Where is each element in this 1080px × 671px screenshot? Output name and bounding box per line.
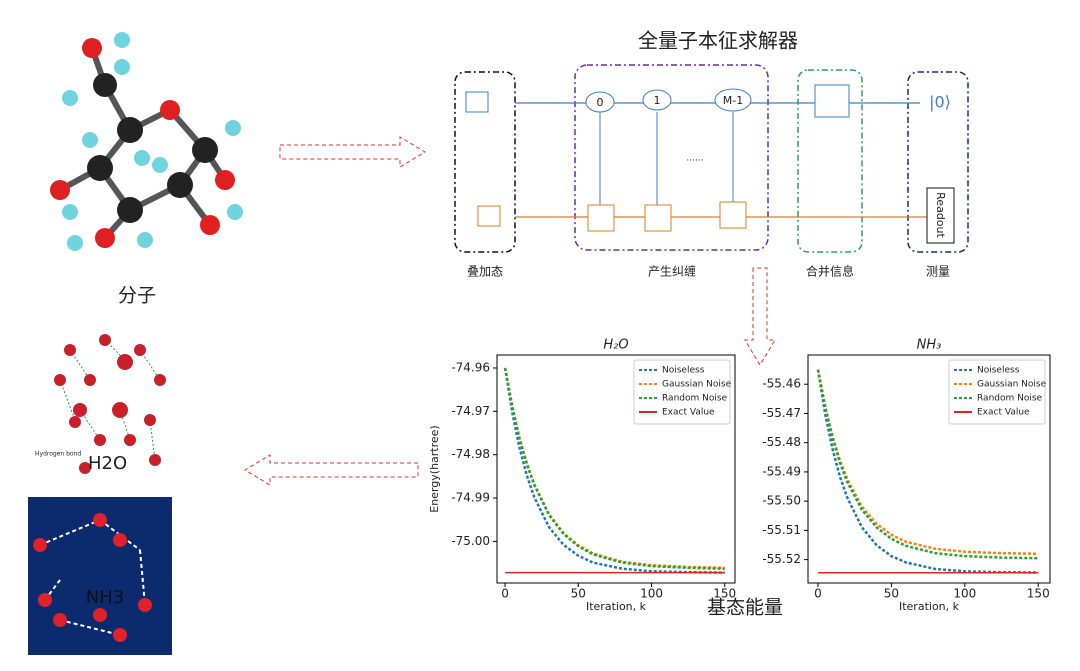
y-tick-label: -75.00: [451, 534, 490, 548]
legend-label: Random Noise: [977, 394, 1043, 404]
chart-title: H₂O: [603, 338, 628, 353]
h2o-label: H2O: [88, 453, 127, 474]
legend-label: Exact Value: [977, 408, 1030, 418]
series-line: [816, 369, 1039, 574]
legend-label: Noiseless: [977, 366, 1020, 376]
y-tick-label: -55.51: [762, 523, 801, 537]
x-tick-label: 150: [713, 587, 736, 601]
y-tick-label: -55.50: [762, 494, 801, 508]
legend-label: Random Noise: [662, 394, 728, 404]
x-tick-label: 100: [953, 587, 976, 601]
x-tick-label: 100: [640, 587, 663, 601]
arrows: [244, 136, 776, 486]
legend-label: Noiseless: [662, 366, 705, 376]
y-axis-label: Energy(hartree): [428, 425, 441, 512]
stage-label: 产生纠缠: [648, 264, 696, 279]
x-tick-label: 50: [884, 587, 899, 601]
y-tick-label: -55.47: [762, 406, 801, 420]
series-line: [503, 367, 725, 570]
stage-boxes: [454, 64, 969, 253]
stage-label: 合并信息: [806, 264, 854, 279]
readout-label: Readout: [934, 192, 947, 238]
nh3-molecules: [33, 513, 152, 642]
legend-label: Gaussian Noise: [977, 380, 1047, 390]
hydrogen-bond-label: Hydrogen bond: [35, 451, 81, 458]
x-tick-label: 0: [501, 587, 509, 601]
stage-label: 叠加态: [467, 265, 503, 279]
series-line: [503, 367, 725, 574]
series-line: [816, 369, 1039, 556]
chart-title: NH₃: [917, 338, 942, 353]
stage-label: 测量: [926, 265, 950, 279]
legend-label: Exact Value: [662, 408, 715, 418]
diagram-title: 全量子本征求解器: [638, 29, 798, 53]
x-axis-label: Iteration, k: [899, 600, 960, 613]
wires: [465, 84, 955, 244]
water-illustration: [54, 334, 166, 474]
molecule-illustration: [50, 32, 243, 251]
x-tick-label: 0: [814, 587, 822, 601]
y-tick-label: -74.99: [451, 491, 490, 505]
gate-label: 0: [597, 96, 604, 109]
gate-label: M-1: [723, 94, 743, 107]
series-line: [816, 369, 1039, 560]
legend: [633, 359, 731, 425]
y-tick-label: -55.52: [762, 552, 801, 566]
ellipsis: ......: [686, 154, 703, 164]
y-tick-label: -74.96: [451, 361, 490, 375]
y-tick-label: -55.48: [762, 435, 801, 449]
x-tick-label: 150: [1027, 587, 1050, 601]
nh3-label: NH3: [86, 587, 124, 608]
x-axis-label: Iteration, k: [586, 600, 647, 613]
energy-caption: 基态能量: [707, 597, 783, 619]
gate-label: 1: [654, 94, 661, 107]
molecule-caption: 分子: [118, 285, 156, 307]
legend: [948, 359, 1046, 425]
output-state: |0⟩: [929, 93, 951, 112]
x-tick-label: 50: [571, 587, 586, 601]
legend-label: Gaussian Noise: [662, 380, 732, 390]
y-tick-label: -55.46: [762, 377, 801, 391]
y-tick-label: -74.98: [451, 447, 490, 461]
y-tick-label: -55.49: [762, 464, 801, 478]
y-tick-label: -74.97: [451, 404, 490, 418]
